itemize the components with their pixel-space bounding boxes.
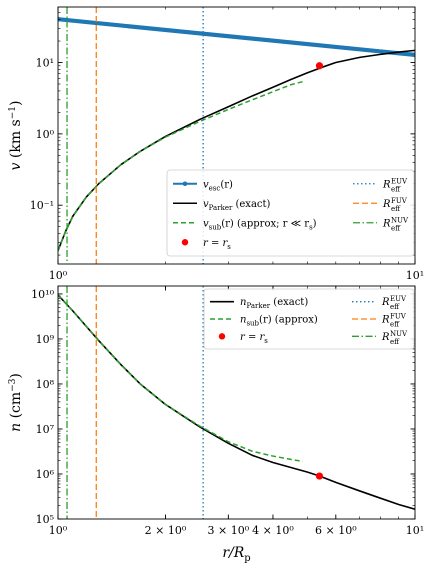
x-tick-label: 2 × 10⁰ bbox=[145, 524, 187, 537]
series-line-2 bbox=[58, 80, 303, 252]
legend-item: REUV eff bbox=[352, 295, 407, 311]
sonic-point-marker bbox=[315, 472, 324, 480]
legend-marker bbox=[182, 181, 188, 187]
legend-label: REUV eff bbox=[381, 295, 407, 311]
x-tick-label: 6 × 10⁰ bbox=[315, 524, 357, 537]
legend-box bbox=[166, 169, 415, 257]
legend-item: vesc(r) bbox=[173, 179, 233, 192]
x-tick-label: 10⁰ bbox=[49, 269, 68, 282]
legend-label: r = rs bbox=[240, 332, 268, 345]
x-axis-label: r/Rp bbox=[222, 545, 250, 564]
series-line-1 bbox=[58, 294, 303, 463]
escape-velocity-point bbox=[58, 16, 61, 22]
legend: nParker (exact) nsub(r) (approx) r = rs REU… bbox=[203, 288, 415, 350]
x-tick-label: 4 × 10⁰ bbox=[252, 524, 294, 537]
legend-label: r = rs bbox=[203, 238, 231, 251]
legend-item: vsub(r) (approx; r ≪ rs) bbox=[173, 218, 317, 231]
x-tick-label: 10⁰ bbox=[49, 524, 68, 537]
x-tick-label: 10¹ bbox=[406, 269, 424, 282]
velocity-panel: 10⁻¹ 10⁰ 10¹ 10⁰ 10¹ v (km s−1) vesc(r) vParker… bbox=[8, 6, 424, 282]
legend-marker bbox=[181, 239, 189, 246]
plot-area bbox=[58, 286, 415, 519]
y-tick-label: 10⁰ bbox=[36, 128, 55, 141]
y-tick-label: 10⁵ bbox=[36, 513, 54, 526]
legend-marker bbox=[218, 333, 226, 340]
legend-item: RFUV eff bbox=[352, 313, 407, 329]
legend-item: vParker (exact) bbox=[173, 199, 271, 212]
y-axis-label: n (cm−3) bbox=[8, 373, 24, 432]
legend-label: vParker (exact) bbox=[203, 199, 271, 212]
legend-label: RNUV eff bbox=[382, 216, 409, 232]
legend-item: nsub(r) (approx) bbox=[210, 315, 318, 328]
y-tick-label: 10¹⁰ bbox=[31, 288, 54, 301]
legend-label: vsub(r) (approx; r ≪ rs) bbox=[203, 218, 317, 231]
legend-item: r = rs bbox=[181, 238, 231, 251]
legend-label: REUV eff bbox=[382, 177, 408, 193]
x-tick-label: 10¹ bbox=[406, 524, 424, 537]
y-tick-label: 10⁻¹ bbox=[30, 199, 54, 212]
escape-velocity-point bbox=[412, 52, 415, 58]
y-tick-label: 10⁸ bbox=[36, 378, 55, 391]
legend-item: REUV eff bbox=[353, 177, 408, 193]
x-tick-label: 3 × 10⁰ bbox=[208, 524, 250, 537]
legend-label: RFUV eff bbox=[382, 197, 408, 213]
legend-label: RFUV eff bbox=[381, 313, 407, 329]
legend-box bbox=[203, 288, 415, 350]
y-tick-label: 10⁹ bbox=[36, 333, 55, 346]
legend-item: RNUV eff bbox=[353, 216, 409, 232]
legend-label: nParker (exact) bbox=[240, 297, 308, 310]
legend-item: nParker (exact) bbox=[210, 297, 308, 310]
density-panel: 10⁵ 10⁶ 10⁷ 10⁸ 10⁹ 10¹⁰ 10⁰ 2 × 10⁰ 3 × 10⁰ 4 × … bbox=[8, 285, 424, 564]
legend-item: RNUV eff bbox=[352, 330, 408, 346]
legend-item: r = rs bbox=[218, 332, 268, 345]
sonic-point-marker bbox=[315, 62, 324, 70]
axes-frame bbox=[57, 285, 416, 520]
legend-label: RNUV eff bbox=[381, 330, 408, 346]
legend-label: vesc(r) bbox=[203, 179, 233, 192]
legend: vesc(r) vParker (exact) vsub(r) (approx; r… bbox=[166, 169, 415, 257]
series-line-0 bbox=[58, 17, 415, 57]
y-tick-label: 10¹ bbox=[36, 57, 54, 70]
y-axis-label: v (km s−1) bbox=[8, 101, 24, 171]
plot-area bbox=[58, 7, 415, 264]
y-tick-label: 10⁶ bbox=[36, 468, 55, 481]
legend-label: nsub(r) (approx) bbox=[240, 315, 318, 328]
legend-item: RFUV eff bbox=[353, 197, 408, 213]
axes-frame bbox=[57, 6, 416, 265]
y-tick-label: 10⁷ bbox=[36, 423, 55, 436]
